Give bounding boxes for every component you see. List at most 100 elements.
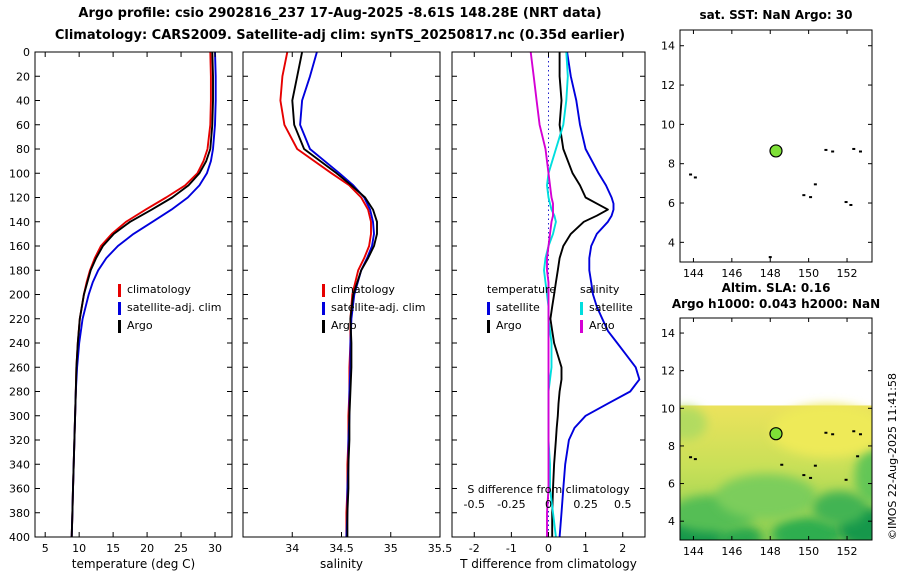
argo-float-marker bbox=[769, 427, 783, 441]
legend-item-satellite: satellite bbox=[580, 299, 633, 317]
legend-item-climatology: climatology bbox=[322, 281, 425, 299]
x-tick-label: 146 bbox=[721, 545, 742, 558]
coastline-mark bbox=[809, 476, 813, 479]
coastline-mark bbox=[856, 455, 860, 458]
y-tick-label: 4 bbox=[668, 515, 675, 528]
argo-line-marker bbox=[322, 319, 325, 333]
climatology-line-marker bbox=[118, 283, 121, 297]
sla-field bbox=[680, 404, 872, 540]
legend-item-satellite-clim: satellite-adj. clim bbox=[322, 299, 425, 317]
y-tick-label: 8 bbox=[668, 440, 675, 453]
legend-label: Argo bbox=[127, 319, 153, 332]
depth-tick-label: 100 bbox=[9, 167, 30, 180]
legend-item-argo: Argo bbox=[487, 317, 556, 335]
x-tick-label: 152 bbox=[837, 545, 858, 558]
salinity-profile-panel: 34 34.5 35 35.5 salinity bbox=[242, 51, 452, 571]
sst-map-title: sat. SST: NaN Argo: 30 bbox=[699, 8, 853, 22]
y-tick-label: 10 bbox=[661, 402, 675, 415]
x-axis-label: salinity bbox=[320, 557, 363, 571]
coastline-mark bbox=[849, 203, 853, 206]
legend-item-argo: Argo bbox=[580, 317, 633, 335]
depth-tick-label: 140 bbox=[9, 216, 30, 229]
diff-temperature-legend: temperature satellite Argo bbox=[487, 281, 556, 335]
diff-temperature-legend-title: temperature bbox=[487, 283, 557, 296]
x-tick-label: 148 bbox=[760, 267, 781, 280]
coastline-mark bbox=[844, 201, 848, 204]
coastline-mark bbox=[809, 196, 813, 199]
s-tick-label: -0.25 bbox=[497, 498, 525, 511]
x-tick-label: 150 bbox=[798, 545, 819, 558]
y-tick-label: 12 bbox=[661, 365, 675, 378]
depth-tick-label: 220 bbox=[9, 313, 30, 326]
coastline-mark bbox=[852, 147, 856, 150]
coastline-mark bbox=[780, 463, 784, 466]
sla-map-title-line2: Argo h1000: 0.043 h2000: NaN bbox=[671, 297, 881, 311]
x-tick-label: 0 bbox=[545, 542, 552, 555]
x-tick-label: 148 bbox=[760, 545, 781, 558]
depth-tick-label: 20 bbox=[16, 70, 30, 83]
x-tick-label: 10 bbox=[72, 542, 86, 555]
depth-tick-label: 340 bbox=[9, 458, 30, 471]
depth-tick-label: 360 bbox=[9, 483, 30, 496]
x-tick-label: 20 bbox=[140, 542, 154, 555]
difference-profile-panel: -2 -1 0 1 2 T difference from climatology S di… bbox=[451, 51, 646, 571]
depth-tick-label: 240 bbox=[9, 337, 30, 350]
coastline-mark bbox=[689, 173, 693, 176]
legend-item-argo: Argo bbox=[118, 317, 221, 335]
depth-tick-label: 400 bbox=[9, 531, 30, 544]
satellite-salinity-line-marker bbox=[580, 301, 583, 315]
x-tick-label: -1 bbox=[506, 542, 517, 555]
x-tick-label: 2 bbox=[619, 542, 626, 555]
x-tick-label: 146 bbox=[721, 267, 742, 280]
x-tick-label: 15 bbox=[106, 542, 120, 555]
coastline-mark bbox=[844, 478, 848, 481]
x-tick-label: 34 bbox=[285, 542, 299, 555]
satellite-clim-line-marker bbox=[322, 301, 325, 315]
x-tick-label: 1 bbox=[582, 542, 589, 555]
coastline-mark bbox=[813, 183, 817, 186]
depth-tick-label: 80 bbox=[16, 143, 30, 156]
y-tick-label: 14 bbox=[661, 327, 675, 340]
salinity-profile-argo-line bbox=[291, 52, 378, 537]
argo-line-marker bbox=[487, 319, 490, 333]
figure-title-line2: Climatology: CARS2009. Satellite-adj cli… bbox=[54, 28, 626, 43]
s-tick-label: 0.25 bbox=[573, 498, 598, 511]
coastline-mark bbox=[813, 464, 817, 467]
x-tick-label: 150 bbox=[798, 267, 819, 280]
legend-label: Argo bbox=[589, 319, 615, 332]
x-axis-label: temperature (deg C) bbox=[72, 557, 195, 571]
coastline-mark bbox=[824, 148, 828, 151]
depth-tick-label: 0 bbox=[23, 46, 30, 59]
difference-profile-t-argo-line bbox=[549, 52, 609, 537]
x-tick-label: 35 bbox=[384, 542, 398, 555]
legend-item-argo: Argo bbox=[322, 317, 425, 335]
coastline-mark bbox=[858, 150, 862, 153]
coastline-mark bbox=[768, 256, 772, 259]
coastline-mark bbox=[831, 150, 835, 153]
sla-map-title-line1: Altim. SLA: 0.16 bbox=[721, 281, 831, 295]
sst-map-panel: 144 146 148 150 152 4 6 8 10 12 14 bbox=[661, 29, 873, 280]
legend-label: satellite-adj. clim bbox=[331, 301, 426, 314]
depth-tick-label: 180 bbox=[9, 264, 30, 277]
legend-label: Argo bbox=[496, 319, 522, 332]
depth-tick-label: 300 bbox=[9, 410, 30, 423]
satellite-clim-line-marker bbox=[118, 301, 121, 315]
x-tick-label: 34.5 bbox=[329, 542, 354, 555]
argo-salinity-line-marker bbox=[580, 319, 583, 333]
coastline-mark bbox=[689, 456, 693, 459]
y-tick-label: 4 bbox=[668, 236, 675, 249]
legend-label: climatology bbox=[331, 283, 395, 296]
y-tick-label: 6 bbox=[668, 478, 675, 491]
depth-tick-label: 380 bbox=[9, 507, 30, 520]
depth-tick-label: 120 bbox=[9, 192, 30, 205]
s-tick-label: -0.5 bbox=[464, 498, 485, 511]
s-axis-label: S difference from climatology bbox=[467, 483, 630, 496]
y-tick-label: 6 bbox=[668, 197, 675, 210]
x-tick-label: 144 bbox=[683, 545, 704, 558]
coastline-mark bbox=[693, 176, 697, 179]
legend-item-satellite-clim: satellite-adj. clim bbox=[118, 299, 221, 317]
argo-line-marker bbox=[118, 319, 121, 333]
y-tick-label: 8 bbox=[668, 158, 675, 171]
